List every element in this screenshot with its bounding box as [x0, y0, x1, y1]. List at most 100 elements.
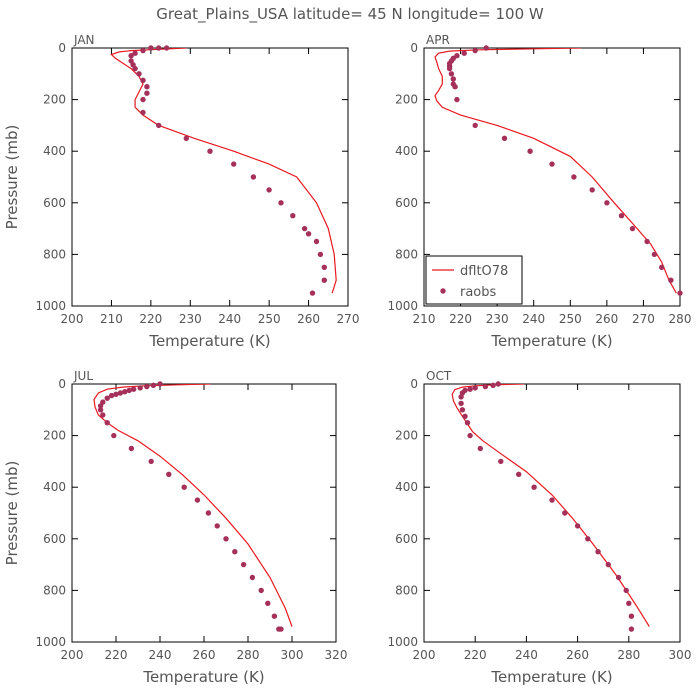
- obs-point: [240, 561, 247, 568]
- obs-point: [140, 77, 146, 84]
- x-axis-label: Temperature (K): [148, 332, 270, 350]
- obs-point: [194, 497, 201, 503]
- obs-point: [321, 277, 327, 283]
- x-tick-label: 300: [669, 648, 692, 662]
- y-tick-label: 400: [395, 480, 418, 494]
- x-axis-label: Temperature (K): [142, 668, 264, 686]
- y-tick-label: 600: [395, 532, 418, 546]
- obs-point: [278, 200, 284, 206]
- obs-point: [181, 484, 187, 490]
- obs-point: [562, 510, 568, 516]
- chart-panel-oct: 200 220 240 260 280 300 0 200 400 600 800 1000 OCT Te…: [387, 369, 691, 686]
- obs-point: [450, 76, 456, 82]
- y-tick-label: 0: [58, 377, 66, 391]
- x-tick-label: 300: [281, 648, 304, 662]
- obs-point: [150, 382, 157, 388]
- obs-point: [549, 161, 555, 167]
- y-tick-label: 0: [410, 377, 418, 391]
- y-tick-label: 1000: [387, 635, 418, 649]
- y-tick-label: 0: [410, 41, 418, 55]
- obs-point: [452, 84, 458, 90]
- obs-point: [183, 135, 189, 141]
- legend-box: [425, 255, 523, 305]
- obs-point: [128, 53, 134, 59]
- obs-point: [104, 395, 110, 401]
- obs-point: [290, 213, 296, 219]
- obs-point: [140, 109, 146, 116]
- obs-point: [629, 225, 636, 232]
- obs-point: [117, 390, 124, 396]
- x-tick-label: 240: [218, 312, 241, 326]
- obs-point: [668, 277, 674, 283]
- obs-point: [122, 389, 128, 395]
- obs-point: [321, 264, 327, 270]
- obs-point: [144, 383, 150, 390]
- legend-obs-label: raobs: [460, 285, 497, 300]
- obs-point: [448, 71, 455, 77]
- figure-title: Great_Plains_USA latitude= 45 N longitud…: [156, 5, 544, 24]
- x-axis-label: Temperature (K): [490, 332, 612, 350]
- obs-point: [495, 381, 501, 387]
- x-tick-label: 220: [105, 648, 128, 662]
- panel-label: APR: [426, 33, 450, 47]
- obs-point: [571, 174, 577, 180]
- obs-point: [301, 225, 308, 232]
- x-tick-label: 250: [559, 312, 582, 326]
- x-axis-label: Temperature (K): [490, 668, 612, 686]
- x-tick-label: 230: [179, 312, 202, 326]
- obs-point: [271, 613, 278, 619]
- obs-point: [278, 626, 284, 632]
- obs-point: [130, 386, 137, 392]
- obs-point: [258, 587, 264, 594]
- y-tick-label: 800: [43, 583, 66, 597]
- obs-point: [140, 96, 146, 103]
- y-tick-label: 800: [395, 583, 418, 597]
- obs-point: [128, 445, 135, 452]
- obs-point: [459, 407, 466, 413]
- x-tick-label: 230: [486, 312, 509, 326]
- x-tick-label: 210: [100, 312, 123, 326]
- y-tick-label: 400: [43, 480, 66, 494]
- y-tick-label: 200: [395, 93, 418, 107]
- obs-point: [317, 251, 324, 258]
- obs-point: [605, 561, 611, 568]
- obs-point: [574, 523, 581, 529]
- x-tick-label: 240: [149, 648, 172, 662]
- x-tick-label: 250: [258, 312, 281, 326]
- obs-point: [305, 231, 312, 237]
- chart-panel-jan: 200 210 220 230 240 250 260 270 0 200 400 600 800 100…: [3, 33, 359, 350]
- x-tick-label: 270: [632, 312, 655, 326]
- obs-point: [132, 65, 138, 72]
- legend: dfltO78 raobs: [425, 255, 523, 305]
- x-tick-label: 220: [464, 648, 487, 662]
- obs-point: [531, 484, 537, 490]
- x-tick-label: 210: [413, 312, 436, 326]
- obs-point: [231, 161, 237, 167]
- obs-point: [156, 45, 162, 51]
- obs-point: [527, 148, 533, 154]
- y-tick-label: 600: [43, 196, 66, 210]
- obs-point: [626, 600, 632, 606]
- panel-label: JAN: [73, 33, 95, 47]
- obs-point: [214, 523, 220, 529]
- obs-point: [604, 200, 610, 206]
- x-tick-label: 200: [61, 312, 84, 326]
- x-tick-label: 260: [193, 648, 216, 662]
- obs-point: [461, 50, 467, 56]
- obs-point: [108, 392, 115, 399]
- obs-point: [144, 84, 150, 90]
- x-tick-label: 320: [325, 648, 348, 662]
- obs-point: [232, 549, 238, 555]
- legend-obs-swatch: [440, 288, 446, 294]
- obs-point: [250, 174, 257, 180]
- obs-point: [223, 536, 229, 542]
- y-tick-label: 200: [43, 429, 66, 443]
- obs-point: [132, 50, 138, 56]
- obs-point: [266, 187, 272, 193]
- obs-point: [677, 290, 683, 296]
- obs-point: [100, 412, 106, 418]
- obs-point: [309, 290, 316, 296]
- chart-panel-apr: 210 220 230 240 250 260 270 280 0 200 400 600 800 100…: [387, 33, 691, 350]
- obs-point: [205, 510, 212, 516]
- obs-point: [140, 47, 146, 54]
